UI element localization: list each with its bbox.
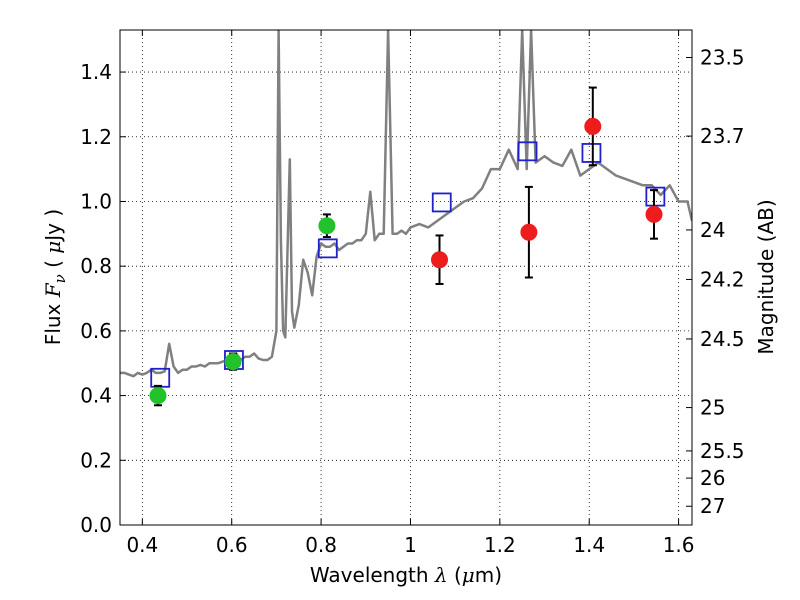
photometry-point [431, 251, 449, 269]
nu-subscript: ν [51, 274, 69, 283]
y-tick-label: 1.4 [80, 60, 112, 84]
y-tick-label: 0.8 [80, 254, 112, 278]
x-tick-label: 1.6 [663, 533, 695, 557]
y-unit-mu: μ [41, 241, 65, 254]
mag-tick-label: 24.5 [700, 327, 745, 351]
plot-frame [119, 29, 693, 526]
x-tick-label: 1.4 [573, 533, 605, 557]
mag-tick-label: 24.2 [700, 267, 745, 291]
x-axis-title: Wavelength λ (μm) [310, 563, 502, 587]
model-flux-square [431, 192, 452, 213]
photometry-point [584, 117, 602, 135]
y-unit-rest: Jy ) [41, 209, 65, 243]
model-flux-square [645, 186, 666, 207]
y-tick-label: 1.0 [80, 189, 112, 213]
photometry-point [318, 217, 336, 235]
x-unit-rest: m) [475, 563, 502, 587]
x-unit-mu: μ [462, 563, 475, 587]
mag-tick-label: 25.5 [700, 439, 745, 463]
model-flux-square [581, 143, 602, 163]
y-paren-open: ( [41, 254, 65, 275]
x-tick-label: 1 [404, 533, 417, 557]
x-tick-label: 0.4 [126, 533, 158, 557]
mag-tick-label: 24 [700, 218, 725, 242]
flux-symbol: F [41, 282, 65, 298]
mag-tick-label: 23.7 [700, 124, 745, 148]
photometry-point [224, 353, 242, 371]
x-tick-label: 0.6 [216, 533, 248, 557]
mag-tick-label: 25 [700, 396, 725, 420]
plot-area [120, 30, 692, 378]
lambda-symbol: λ [434, 563, 448, 587]
y-tick-label: 0.2 [80, 448, 112, 472]
model-flux-square [317, 238, 338, 259]
y-tick-label: 0.6 [80, 319, 112, 343]
y-axis-title: Flux Fν ( μJy ) [41, 209, 69, 345]
mag-tick-label: 23.5 [700, 46, 745, 70]
x-tick-label: 0.8 [305, 533, 337, 557]
y-tick-label: 1.2 [80, 125, 112, 149]
mag-tick-label: 26 [700, 466, 725, 490]
markers [149, 86, 666, 407]
y-tick-label: 0.0 [80, 513, 112, 537]
grid-lines [120, 30, 692, 526]
model-flux-square [517, 141, 538, 162]
axis-ticks: 0.4 0.6 0.8 1 1.2 1.4 1.6 0.0 0.2 0.4 0.6 0.8 1.0 1.2… [80, 30, 745, 557]
y-axis-title-prefix: Flux [41, 297, 65, 345]
photometry-point [520, 223, 538, 241]
photometry-point [645, 205, 663, 223]
model-spectrum-line [120, 30, 692, 378]
x-axis-title-suffix: ( [448, 563, 462, 587]
magnitude-axis-title: Magnitude (AB) [754, 199, 778, 354]
mag-tick-label: 27 [700, 494, 725, 518]
x-tick-label: 1.2 [484, 533, 516, 557]
x-axis-title-prefix: Wavelength [310, 563, 435, 587]
y-tick-label: 0.4 [80, 384, 112, 408]
photometry-point [149, 387, 167, 405]
